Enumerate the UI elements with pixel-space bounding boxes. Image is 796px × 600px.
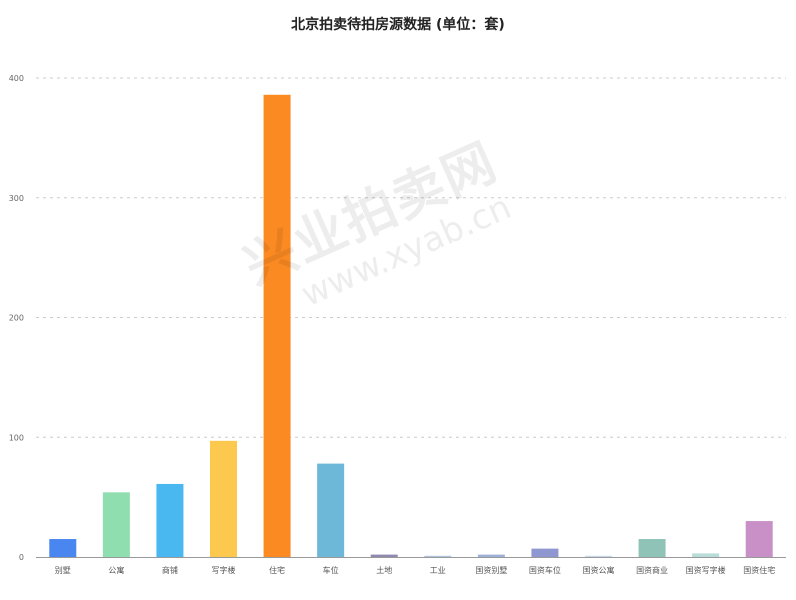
x-tick-label: 国资住宅 xyxy=(743,565,775,575)
bars xyxy=(49,94,773,557)
x-tick-label: 别墅 xyxy=(55,565,71,575)
x-tick-label: 国资公寓 xyxy=(583,565,615,575)
x-tick-label: 车位 xyxy=(323,565,339,575)
x-tick-label: 公寓 xyxy=(108,565,124,575)
bar-公寓 xyxy=(102,492,130,557)
bar-国资商业 xyxy=(638,539,666,557)
y-tick-label: 100 xyxy=(9,433,24,442)
bar-工业 xyxy=(424,555,452,557)
bar-国资车位 xyxy=(531,548,559,557)
bar-土地 xyxy=(370,554,398,557)
bar-国资别墅 xyxy=(477,554,505,557)
bar-国资写字楼 xyxy=(692,553,720,557)
bar-国资公寓 xyxy=(585,555,612,557)
bar-写字楼 xyxy=(210,440,237,557)
x-tick-label: 工业 xyxy=(430,565,446,575)
y-tick-label: 200 xyxy=(9,314,24,323)
bar-商铺 xyxy=(156,483,184,557)
x-tick-label: 国资别墅 xyxy=(475,565,507,575)
x-tick-label: 住宅 xyxy=(269,565,285,575)
bar-车位 xyxy=(317,463,345,557)
y-tick-label: 0 xyxy=(19,553,24,562)
x-tick-label: 商铺 xyxy=(162,565,178,575)
bar-国资住宅 xyxy=(745,521,773,557)
y-tick-label: 400 xyxy=(9,74,24,83)
bar-别墅 xyxy=(49,539,77,557)
x-tick-label: 国资车位 xyxy=(529,565,561,575)
x-axis: 别墅 公寓 商铺 写字楼 住宅 车位 土地 工业 国资别墅 国资车位 国资公寓 国资商业 国资写字楼 国资… xyxy=(55,565,775,575)
grid-lines xyxy=(36,77,786,438)
bar-住宅 xyxy=(263,94,291,557)
x-tick-label: 土地 xyxy=(376,565,392,575)
x-tick-label: 写字楼 xyxy=(212,565,236,575)
y-axis: 0 100 200 300 400 xyxy=(9,74,24,562)
y-tick-label: 300 xyxy=(9,194,24,203)
chart-title: 北京拍卖待拍房源数据 (单位：套) xyxy=(291,17,505,33)
x-tick-label: 国资商业 xyxy=(636,565,668,575)
x-tick-label: 国资写字楼 xyxy=(686,565,726,575)
